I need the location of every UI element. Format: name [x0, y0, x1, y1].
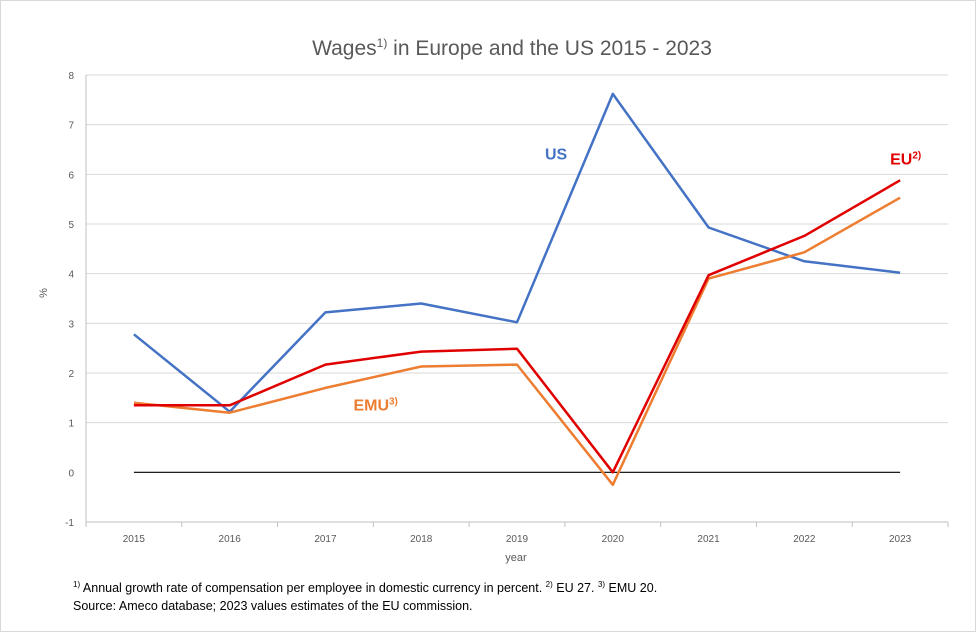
- y-tick-label: 4: [68, 270, 74, 281]
- series-line-emu: [133, 196, 901, 487]
- x-tick-label: 2020: [602, 534, 625, 545]
- x-tick-label: 2015: [123, 534, 146, 545]
- series-label-us: US: [545, 146, 568, 163]
- x-tick-label: 2019: [506, 534, 529, 545]
- y-tick-label: 5: [68, 220, 74, 231]
- footnote-2-marker: 2): [545, 580, 553, 589]
- x-tick-label: 2023: [889, 534, 912, 545]
- x-tick-label: 2021: [697, 534, 720, 545]
- y-tick-label: 6: [68, 170, 74, 181]
- x-tick-label: 2018: [410, 534, 433, 545]
- footnote-2-text: EU 27.: [552, 581, 598, 595]
- footnote-source: Source: Ameco database; 2023 values esti…: [73, 599, 473, 613]
- x-axis-label: year: [505, 552, 527, 564]
- series-line-eu: [133, 179, 901, 474]
- y-tick-label: -1: [65, 518, 74, 529]
- y-tick-label: 2: [68, 369, 74, 380]
- x-axis-ticks: 2015 2016 2017 2018 2019 2020 2021 2022 2023: [123, 534, 912, 545]
- y-tick-label: 1: [68, 419, 74, 430]
- gridlines: [85, 74, 949, 527]
- footnote-1-marker: 1): [73, 580, 81, 589]
- series-lines: [133, 92, 901, 487]
- y-tick-label: 7: [68, 121, 74, 132]
- y-tick-label: 0: [68, 468, 74, 479]
- footnote-3-marker: 3): [597, 580, 606, 589]
- footnote-3-text: EMU 20.: [605, 581, 658, 595]
- series-labels: US EMU3) EU2): [353, 146, 921, 414]
- series-label-eu: EU2): [890, 150, 921, 168]
- y-axis-ticks: -1 0 1 2 3 4 5 6 7 8: [65, 71, 74, 529]
- footnote-1-text: Annual growth rate of compensation per e…: [80, 581, 546, 595]
- footnote-definitions: 1) Annual growth rate of compensation pe…: [73, 580, 657, 595]
- y-axis-label: %: [38, 288, 50, 298]
- y-tick-label: 8: [68, 71, 74, 82]
- x-tick-label: 2017: [314, 534, 337, 545]
- x-tick-label: 2022: [793, 534, 816, 545]
- x-tick-label: 2016: [219, 534, 242, 545]
- series-label-emu: EMU3): [353, 396, 397, 414]
- y-tick-label: 3: [68, 319, 74, 330]
- chart-title: Wages1) in Europe and the US 2015 - 2023: [312, 36, 712, 60]
